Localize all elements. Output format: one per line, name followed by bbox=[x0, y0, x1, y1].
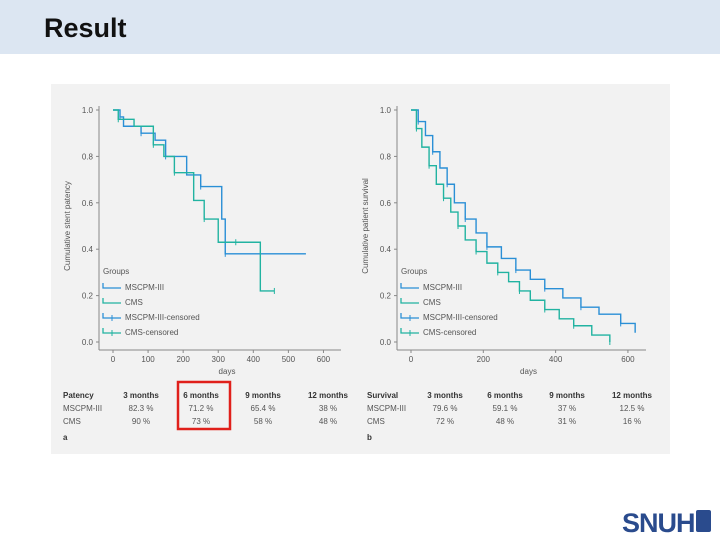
panel-a-y-tick-label: 1.0 bbox=[82, 106, 94, 115]
panel-b-table-cell: 31 % bbox=[558, 417, 576, 426]
panel-a-table-cell: CMS bbox=[63, 417, 81, 426]
panel-b-x-tick-label: 400 bbox=[549, 355, 563, 364]
panel-a-x-axis-label: days bbox=[219, 367, 236, 376]
panel-a-x-tick-label: 100 bbox=[141, 355, 155, 364]
panel-a-panel-label: a bbox=[63, 433, 68, 442]
panel-b-table-header: 3 months bbox=[427, 391, 463, 400]
panel-a-x-tick-label: 0 bbox=[111, 355, 116, 364]
panel-b-y-axis-label: Cumulative patient survival bbox=[361, 178, 370, 274]
panel-b-y-tick-label: 1.0 bbox=[380, 106, 392, 115]
panel-b-table-cell: 16 % bbox=[623, 417, 641, 426]
panel-b-legend-swatch bbox=[400, 283, 419, 289]
panel-a-legend-swatch bbox=[102, 283, 121, 289]
panel-a-table-header: 9 months bbox=[245, 391, 281, 400]
panel-a-table-cell: 38 % bbox=[319, 404, 337, 413]
panel-a-y-tick-label: 0.4 bbox=[82, 245, 94, 254]
panel-a-y-axis-label: Cumulative stent patency bbox=[63, 181, 72, 271]
panel-b-table-header: Survival bbox=[367, 391, 398, 400]
panel-a-x-tick-label: 400 bbox=[247, 355, 261, 364]
panel-a-legend-title: Groups bbox=[103, 267, 129, 276]
panel-a-legend-swatch bbox=[102, 328, 121, 334]
panel-b-table-cell: MSCPM-III bbox=[367, 404, 406, 413]
panel-a-legend-swatch bbox=[102, 298, 121, 304]
panel-a-table-cell: MSCPM-III bbox=[63, 404, 102, 413]
panel-b-y-tick-label: 0.6 bbox=[380, 199, 392, 208]
panel-b-legend-swatch bbox=[400, 328, 419, 334]
panel-a-y-tick-label: 0.2 bbox=[82, 292, 94, 301]
panel-b-curve-mscpm-iii bbox=[411, 109, 636, 333]
panel-b-table-cell: CMS bbox=[367, 417, 385, 426]
panel-a-table-cell: 71.2 % bbox=[189, 404, 214, 413]
panel-a-legend-entry: CMS-censored bbox=[125, 328, 178, 337]
panel-a-y-tick-label: 0.0 bbox=[82, 338, 94, 347]
panel-a-legend-swatch bbox=[102, 313, 121, 319]
panel-a-table-header: 6 months bbox=[183, 391, 219, 400]
panel-b-legend-entry: CMS-censored bbox=[423, 328, 476, 337]
panel-a-x-tick-label: 200 bbox=[176, 355, 190, 364]
panel-b-table-cell: 37 % bbox=[558, 404, 576, 413]
panel-a-table-cell: 73 % bbox=[192, 417, 210, 426]
panel-a-x-tick-label: 500 bbox=[282, 355, 296, 364]
panel-a-table-cell: 82.3 % bbox=[129, 404, 154, 413]
snuh-logo: SNUH bbox=[622, 508, 718, 540]
panel-a-table-cell: 90 % bbox=[132, 417, 150, 426]
panel-a-table-cell: 65.4 % bbox=[251, 404, 276, 413]
panel-a-legend-entry: MSCPM-III-censored bbox=[125, 313, 200, 322]
highlight-box-6-months bbox=[176, 380, 232, 431]
km-figure: 0.0 0.2 0.4 0.6 0.8 1.0 0 100 200 300 400 500 600 day… bbox=[63, 106, 653, 442]
panel-b-x-axis-label: days bbox=[520, 367, 537, 376]
panel-a-curve-mscpm-iii bbox=[113, 109, 306, 255]
panel-b-table-cell: 79.6 % bbox=[433, 404, 458, 413]
panel-a-y-tick-label: 0.6 bbox=[82, 199, 94, 208]
panel-b-y-tick-label: 0.4 bbox=[380, 245, 392, 254]
panel-b-table-cell: 59.1 % bbox=[493, 404, 518, 413]
panel-b-legend-entry: MSCPM-III-censored bbox=[423, 313, 498, 322]
panel-a-legend-entry: CMS bbox=[125, 298, 143, 307]
panel-a-curve-cms bbox=[113, 109, 275, 292]
panel-a-table-cell: 48 % bbox=[319, 417, 337, 426]
panel-b-y-tick-label: 0.8 bbox=[380, 152, 392, 161]
panel-a-table-header: Patency bbox=[63, 391, 94, 400]
panel-a-legend-entry: MSCPM-III bbox=[125, 283, 164, 292]
panel-b-x-tick-label: 0 bbox=[409, 355, 414, 364]
panel-b-x-tick-label: 600 bbox=[621, 355, 635, 364]
panel-b-table-cell: 12.5 % bbox=[620, 404, 645, 413]
panel-b-legend-title: Groups bbox=[401, 267, 427, 276]
panel-b-curve-cms bbox=[411, 109, 611, 342]
panel-b-x-tick-label: 200 bbox=[477, 355, 491, 364]
panel-b-legend-swatch bbox=[400, 313, 419, 319]
panel-a-y-tick-label: 0.8 bbox=[82, 152, 94, 161]
panel-a-table-header: 3 months bbox=[123, 391, 159, 400]
panel-b-table-header: 12 months bbox=[612, 391, 653, 400]
panel-b-y-tick-label: 0.2 bbox=[380, 292, 392, 301]
panel-b-legend-swatch bbox=[400, 298, 419, 304]
panel-b-legend-entry: MSCPM-III bbox=[423, 283, 462, 292]
panel-a-x-tick-label: 600 bbox=[317, 355, 331, 364]
header-bar: Result bbox=[0, 0, 720, 54]
page-title: Result bbox=[44, 13, 127, 43]
panel-b-table-header: 6 months bbox=[487, 391, 523, 400]
logo-mark-icon bbox=[696, 510, 711, 532]
panel-b-table-cell: 48 % bbox=[496, 417, 514, 426]
panel-a-table-header: 12 months bbox=[308, 391, 349, 400]
panel-a-x-tick-label: 300 bbox=[212, 355, 226, 364]
panel-b-table-header: 9 months bbox=[549, 391, 585, 400]
panel-b-legend-entry: CMS bbox=[423, 298, 441, 307]
figure-panel: 0.0 0.2 0.4 0.6 0.8 1.0 0 100 200 300 400 500 600 day… bbox=[51, 84, 670, 454]
panel-b-y-tick-label: 0.0 bbox=[380, 338, 392, 347]
panel-b-panel-label: b bbox=[367, 433, 372, 442]
logo-text: SNUH bbox=[622, 508, 696, 538]
panel-b-table-cell: 72 % bbox=[436, 417, 454, 426]
panel-a-table-cell: 58 % bbox=[254, 417, 272, 426]
